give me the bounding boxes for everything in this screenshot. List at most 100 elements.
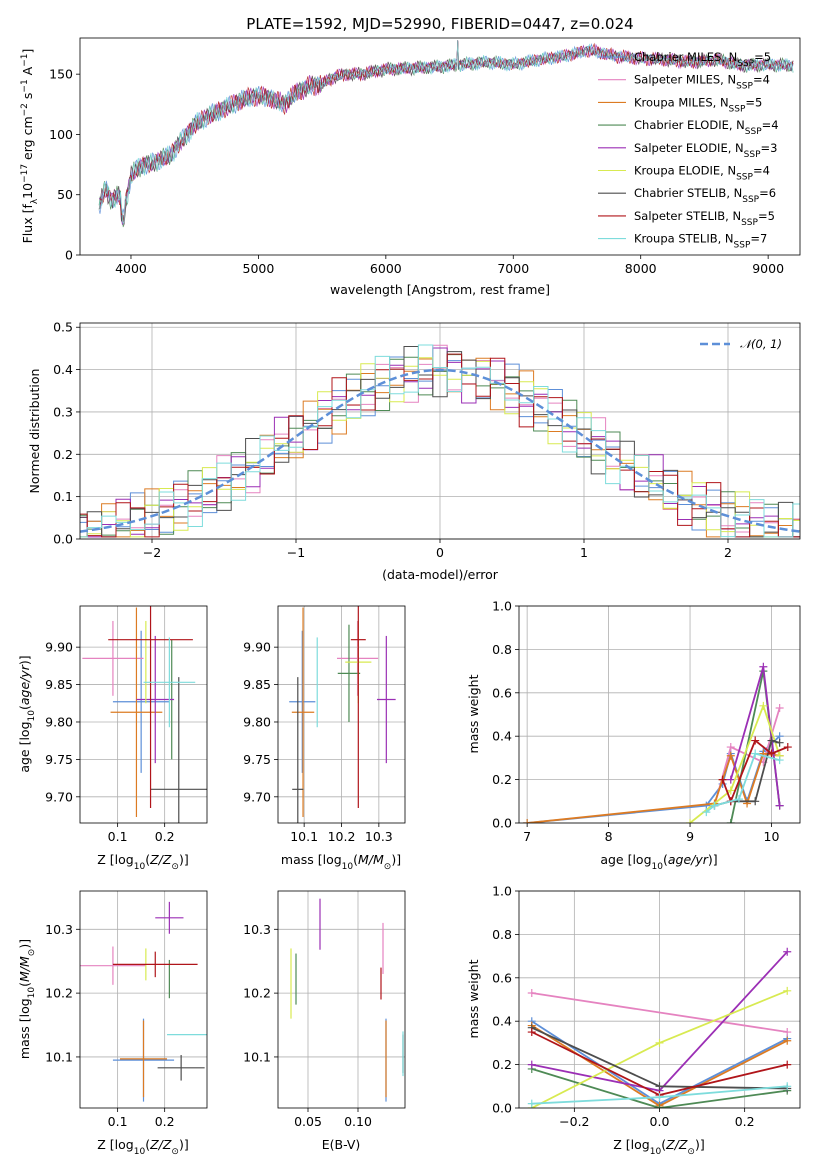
legend-subscript: SSP [736, 82, 753, 92]
label-part: Z/Z [149, 1137, 172, 1152]
label-part: 10 [134, 862, 146, 872]
errorbar-salpeter-stelib [350, 606, 366, 809]
mass-vs-ebv-xlabel: E(B-V) [322, 1137, 361, 1152]
label-part: M/M [358, 852, 384, 867]
x-tick-label: 0.0 [650, 1114, 670, 1129]
label-part: 10 [342, 862, 354, 872]
x-tick-label: 6000 [370, 261, 402, 276]
label-part: ( [145, 852, 150, 867]
legend-text: Kroupa STELIB, N [634, 232, 734, 246]
x-tick-label: −1 [287, 545, 305, 560]
y-tick-label: 10.2 [243, 986, 271, 1001]
x-tick-label: 10 [764, 829, 780, 844]
errorbar-salpeter-miles [80, 946, 146, 985]
label-part: −2 [20, 103, 30, 116]
data-point-marker [726, 786, 735, 795]
legend-subscript: SSP [737, 59, 754, 69]
y-tick-label: 0.2 [492, 772, 512, 787]
legend-count: =7 [750, 232, 767, 246]
data-point-marker [527, 1028, 536, 1037]
x-tick-label: 8 [605, 829, 613, 844]
data-point-marker [686, 819, 695, 823]
data-point-marker [783, 1028, 792, 1037]
legend-text: Salpeter MILES, N [634, 73, 736, 87]
x-tick-label: 10.3 [365, 829, 393, 844]
residual-histogram-kroupa-elodie [80, 357, 800, 538]
legend-label: Salpeter STELIB, NSSP=5 [634, 209, 775, 228]
weight-vs-z-xlabel: Z [log10(Z/Z⊙)] [613, 1137, 704, 1157]
legend-label: Chabrier MILES, NSSP=5 [634, 50, 771, 69]
y-tick-label: 0.3 [53, 404, 73, 419]
errorbar-chabrier-miles [289, 630, 316, 773]
data-point-marker [655, 1104, 664, 1108]
residual-histogram-chabrier-stelib [80, 346, 800, 538]
series-kroupa-stelib [527, 1082, 792, 1108]
legend-count: =5 [758, 209, 775, 223]
legend-count: =4 [753, 73, 770, 87]
y-tick-label: 9.80 [243, 714, 271, 729]
label-part: Z [log [97, 852, 133, 867]
x-tick-label: 0.10 [344, 1114, 372, 1129]
residuals-panel: −2 −1 0 1 2 0.0 0.1 0.2 0.3 0.4 0.5 𝒩(0, 1) (data-mo… [27, 320, 801, 582]
label-part: 10 [652, 862, 664, 872]
data-point-marker [751, 749, 760, 758]
data-point-marker [527, 988, 536, 997]
label-part: (data-model)/error [382, 567, 499, 582]
x-tick-label: 9 [686, 829, 694, 844]
mass-vs-ebv-grid [278, 891, 405, 1108]
data-point-marker [783, 947, 792, 956]
data-point-marker [702, 808, 711, 817]
data-point-marker [783, 1082, 792, 1091]
y-tick-label: 0.8 [492, 927, 512, 942]
legend-text: Chabrier MILES, N [634, 50, 737, 64]
y-tick-label: 0.2 [53, 447, 73, 462]
y-tick-label: 10.3 [243, 922, 271, 937]
residuals-xlabel: (data-model)/error [382, 567, 499, 582]
data-point-marker [783, 986, 792, 995]
y-tick-label: 0.0 [53, 532, 73, 547]
legend-subscript: SSP [742, 195, 759, 205]
y-tick-label: 0.6 [492, 685, 512, 700]
label-part: mass weight [466, 674, 481, 753]
x-tick-label: 5000 [243, 261, 275, 276]
label-part: 10 [134, 1147, 146, 1157]
x-tick-label: 7000 [497, 261, 529, 276]
legend-label: Salpeter ELODIE, NSSP=3 [634, 141, 777, 160]
y-tick-label: 9.75 [45, 752, 73, 767]
y-tick-label: 0.6 [492, 970, 512, 985]
age-vs-mass-frame [277, 605, 406, 824]
x-tick-label: 1 [580, 545, 588, 560]
data-point-marker [751, 797, 760, 806]
y-tick-label: 0.0 [492, 816, 512, 831]
data-point-marker [783, 743, 792, 752]
data-point-marker [759, 662, 768, 671]
mass-vs-z-xlabel: Z [log10(Z/Z⊙)] [97, 1137, 188, 1157]
label-part: wavelength [Angstrom, rest frame] [330, 282, 550, 297]
data-point-marker [775, 703, 784, 712]
data-point-marker [767, 749, 776, 758]
weight-vs-age-ylabel: mass weight [466, 674, 481, 753]
residuals-legend: 𝒩(0, 1) [700, 337, 782, 351]
label-part: age/yr [668, 852, 709, 867]
label-part: )] [17, 939, 32, 949]
legend-subscript: SSP [734, 241, 751, 251]
mass-vs-ebv-panel: 0.05 0.10 10.1 10.2 10.3 E(B-V) [243, 890, 406, 1152]
label-part: Z [log [613, 1137, 649, 1152]
label-part: age/yr [17, 664, 32, 705]
residuals-frame [79, 322, 801, 540]
spectrum-line-kroupa-stelib [98, 40, 794, 225]
x-tick-label: −0.2 [559, 1114, 589, 1129]
legend-subscript: SSP [729, 104, 746, 114]
y-tick-label: 9.70 [45, 789, 73, 804]
errorbar-chabrier-elodie [337, 624, 361, 722]
x-tick-label: 10.1 [290, 829, 318, 844]
series-salpeter-elodie [527, 947, 792, 1095]
data-point-marker [759, 701, 768, 710]
legend-subscript: SSP [744, 150, 761, 160]
series-kroupa-elodie [686, 701, 784, 823]
age-vs-z-grid [80, 606, 207, 823]
x-tick-label: 0 [436, 545, 444, 560]
y-tick-label: 9.80 [45, 714, 73, 729]
label-part: )] [17, 655, 32, 665]
